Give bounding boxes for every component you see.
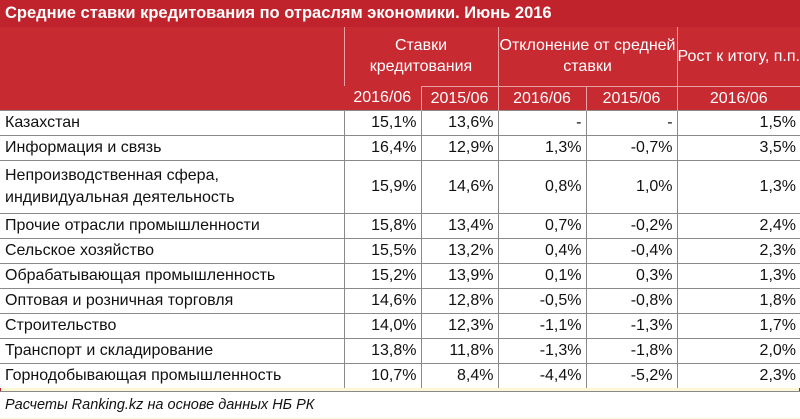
table-row: Строительство 14,0% 12,3% -1,1% -1,3% 1,7%	[0, 312, 800, 338]
sector-name: Непроизводственная сфера, индивидуальная…	[0, 159, 344, 213]
header-empty-cell	[0, 27, 344, 110]
sector-name: Строительство	[0, 312, 344, 338]
value-cell: -4,4%	[497, 362, 586, 388]
header-lending-rates: Ставки кредитования	[343, 27, 498, 86]
sector-name: Транспорт и складирование	[0, 337, 344, 363]
value-cell: 0,8%	[497, 159, 586, 213]
value-cell: 1,3%	[676, 262, 800, 288]
header-growth: Рост к итогу, п.п.	[676, 27, 800, 86]
value-cell: 2,3%	[676, 362, 800, 388]
value-cell: 0,3%	[585, 262, 678, 288]
value-cell: 16,4%	[343, 134, 421, 160]
value-cell: 13,9%	[420, 262, 498, 288]
value-cell: 15,1%	[343, 109, 421, 135]
value-cell: -5,2%	[585, 362, 678, 388]
source-note: Расчеты Ranking.kz на основе данных НБ Р…	[0, 391, 800, 418]
value-cell: 2,0%	[676, 337, 800, 363]
table-row: Транспорт и складирование 13,8% 11,8% -1,3%…	[0, 337, 800, 363]
value-cell: 13,4%	[420, 212, 498, 238]
value-cell: 0,1%	[497, 262, 586, 288]
value-cell: 14,6%	[420, 159, 498, 213]
value-cell: -	[497, 109, 586, 135]
value-cell: 14,6%	[343, 287, 421, 313]
header-deviation: Отклонение от средней ставки	[497, 27, 678, 86]
sector-name: Оптовая и розничная торговля	[0, 287, 344, 313]
value-cell: -0,8%	[585, 287, 678, 313]
table-title: Средние ставки кредитования по отраслям …	[0, 0, 800, 27]
value-cell: -	[585, 109, 678, 135]
table-row: Казахстан 15,1% 13,6% - -1,5%	[0, 109, 800, 135]
sector-name: Сельское хозяйство	[0, 237, 344, 263]
value-cell: 12,9%	[420, 134, 498, 160]
value-cell: -1,3%	[497, 337, 586, 363]
subheader-year: 2016/06	[497, 85, 586, 110]
subheader-year: 2015/06	[585, 85, 678, 110]
value-cell: -1,3%	[585, 312, 678, 338]
sector-name: Горнодобывающая промышленность	[0, 362, 344, 388]
value-cell: 12,8%	[420, 287, 498, 313]
value-cell: 0,7%	[497, 212, 586, 238]
rates-table: Ставки кредитования Отклонение от средне…	[0, 27, 800, 388]
value-cell: 13,2%	[420, 237, 498, 263]
value-cell: 1,8%	[676, 287, 800, 313]
value-cell: 2,3%	[676, 237, 800, 263]
value-cell: 15,5%	[343, 237, 421, 263]
value-cell: 13,6%	[420, 109, 498, 135]
value-cell: -1,8%	[585, 337, 678, 363]
sector-name: Информация и связь	[0, 134, 344, 160]
value-cell: 11,8%	[420, 337, 498, 363]
value-cell: -0,7%	[585, 134, 678, 160]
value-cell: 8,4%	[420, 362, 498, 388]
value-cell: 0,4%	[497, 237, 586, 263]
value-cell: 1,0%	[585, 159, 678, 213]
value-cell: 15,9%	[343, 159, 421, 213]
value-cell: 1,7%	[676, 312, 800, 338]
value-cell: -0,5%	[497, 287, 586, 313]
value-cell: 13,8%	[343, 337, 421, 363]
value-cell: 1,3%	[497, 134, 586, 160]
value-cell: -1,1%	[497, 312, 586, 338]
value-cell: 2,4%	[676, 212, 800, 238]
table-row: Непроизводственная сфера, индивидуальная…	[0, 159, 800, 213]
subheader-year: 2016/06	[344, 86, 421, 110]
table-row: Горнодобывающая промышленность 10,7% 8,4% -…	[0, 362, 800, 388]
value-cell: 15,8%	[343, 212, 421, 238]
subheader-year: 2016/06	[676, 85, 800, 110]
sector-name: Казахстан	[0, 109, 344, 135]
value-cell: -0,4%	[585, 237, 678, 263]
table-row: Информация и связь 16,4% 12,9% 1,3% -0,7% 3,5…	[0, 134, 800, 160]
table-row: Прочие отрасли промышленности 15,8% 13,4% 0…	[0, 212, 800, 238]
sector-name: Обрабатывающая промышленность	[0, 262, 344, 288]
value-cell: 1,3%	[676, 159, 800, 213]
table-row: Сельское хозяйство 15,5% 13,2% 0,4% -0,4% 2,3…	[0, 237, 800, 263]
value-cell: 14,0%	[343, 312, 421, 338]
table-row: Обрабатывающая промышленность 15,2% 13,9% 0…	[0, 262, 800, 288]
value-cell: 1,5%	[676, 109, 800, 135]
sector-name: Прочие отрасли промышленности	[0, 212, 344, 238]
value-cell: -0,2%	[585, 212, 678, 238]
subheader-year: 2015/06	[420, 85, 498, 110]
value-cell: 10,7%	[343, 362, 421, 388]
value-cell: 15,2%	[343, 262, 421, 288]
value-cell: 12,3%	[420, 312, 498, 338]
table-row: Оптовая и розничная торговля 14,6% 12,8% -0…	[0, 287, 800, 313]
value-cell: 3,5%	[676, 134, 800, 160]
